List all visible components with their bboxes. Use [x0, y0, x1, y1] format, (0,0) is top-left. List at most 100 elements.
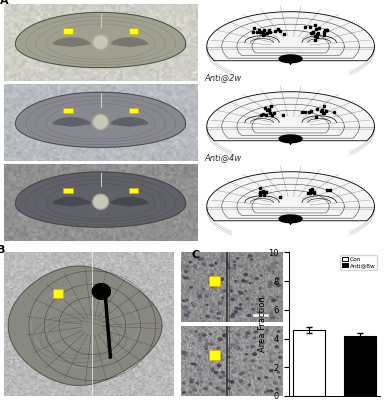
Circle shape	[258, 298, 261, 300]
Circle shape	[254, 331, 258, 333]
Bar	[209, 276, 220, 286]
Circle shape	[248, 299, 251, 301]
Circle shape	[195, 331, 197, 332]
Circle shape	[217, 364, 221, 367]
Circle shape	[209, 356, 211, 358]
Circle shape	[231, 298, 234, 300]
Circle shape	[228, 294, 230, 295]
Circle shape	[198, 368, 202, 370]
Circle shape	[198, 356, 200, 357]
Circle shape	[235, 346, 238, 349]
Circle shape	[189, 392, 192, 393]
Circle shape	[239, 349, 242, 351]
Circle shape	[273, 265, 276, 267]
Circle shape	[269, 296, 272, 298]
Circle shape	[259, 367, 262, 369]
Circle shape	[205, 296, 207, 297]
Circle shape	[224, 334, 225, 336]
Circle shape	[204, 260, 205, 261]
Circle shape	[184, 352, 185, 354]
Circle shape	[246, 298, 248, 300]
Circle shape	[215, 358, 217, 359]
Circle shape	[249, 282, 251, 284]
Circle shape	[267, 390, 269, 392]
Circle shape	[213, 370, 215, 372]
Circle shape	[211, 368, 214, 370]
Circle shape	[221, 371, 224, 374]
Circle shape	[244, 336, 248, 338]
Circle shape	[199, 373, 201, 375]
Circle shape	[264, 332, 268, 334]
Circle shape	[245, 291, 247, 292]
Text: Anti@4w: Anti@4w	[205, 154, 242, 162]
Circle shape	[241, 382, 243, 384]
Polygon shape	[279, 215, 302, 223]
Circle shape	[206, 315, 209, 318]
Circle shape	[270, 267, 273, 269]
Circle shape	[203, 288, 205, 290]
Circle shape	[191, 363, 193, 364]
Circle shape	[186, 314, 188, 316]
Y-axis label: Area Fraction: Area Fraction	[258, 296, 267, 352]
Circle shape	[230, 344, 233, 346]
Circle shape	[198, 258, 201, 260]
Circle shape	[242, 372, 245, 374]
Circle shape	[271, 316, 275, 319]
Circle shape	[278, 331, 280, 332]
Circle shape	[230, 270, 233, 272]
Circle shape	[194, 265, 197, 267]
Circle shape	[268, 269, 270, 271]
Circle shape	[248, 314, 251, 316]
Circle shape	[195, 364, 198, 367]
Circle shape	[204, 346, 207, 348]
Polygon shape	[207, 172, 374, 221]
Circle shape	[279, 377, 280, 378]
Circle shape	[202, 334, 206, 336]
Circle shape	[265, 377, 268, 378]
Circle shape	[193, 389, 197, 391]
Circle shape	[274, 382, 277, 384]
Circle shape	[235, 280, 238, 282]
Circle shape	[244, 359, 246, 361]
Circle shape	[246, 332, 250, 334]
Circle shape	[200, 258, 204, 260]
Polygon shape	[15, 12, 186, 68]
Circle shape	[220, 359, 222, 361]
Bar	[63, 108, 73, 114]
Circle shape	[265, 256, 268, 258]
Circle shape	[186, 299, 188, 301]
Circle shape	[183, 392, 185, 393]
Bar	[63, 28, 73, 34]
Circle shape	[231, 315, 234, 318]
Circle shape	[237, 258, 239, 259]
Polygon shape	[279, 135, 302, 143]
Circle shape	[255, 277, 258, 279]
Circle shape	[227, 350, 230, 351]
Circle shape	[190, 380, 193, 383]
Circle shape	[278, 356, 281, 358]
Circle shape	[196, 382, 199, 384]
Circle shape	[194, 364, 196, 365]
Circle shape	[228, 356, 230, 358]
Polygon shape	[111, 198, 148, 206]
Circle shape	[237, 313, 240, 315]
Circle shape	[215, 262, 217, 264]
Circle shape	[245, 281, 248, 282]
Circle shape	[206, 304, 208, 306]
Text: Anti@2w: Anti@2w	[205, 74, 242, 82]
Circle shape	[220, 256, 223, 258]
Circle shape	[222, 382, 225, 384]
Circle shape	[270, 312, 273, 314]
Circle shape	[219, 338, 222, 341]
Circle shape	[208, 282, 210, 283]
Circle shape	[212, 316, 215, 318]
Circle shape	[275, 282, 277, 284]
Circle shape	[276, 388, 278, 390]
Circle shape	[240, 373, 242, 375]
Circle shape	[224, 336, 227, 338]
Circle shape	[277, 372, 280, 373]
Circle shape	[230, 289, 232, 290]
Circle shape	[271, 263, 274, 265]
Circle shape	[233, 261, 235, 262]
Bar	[344, 336, 376, 396]
